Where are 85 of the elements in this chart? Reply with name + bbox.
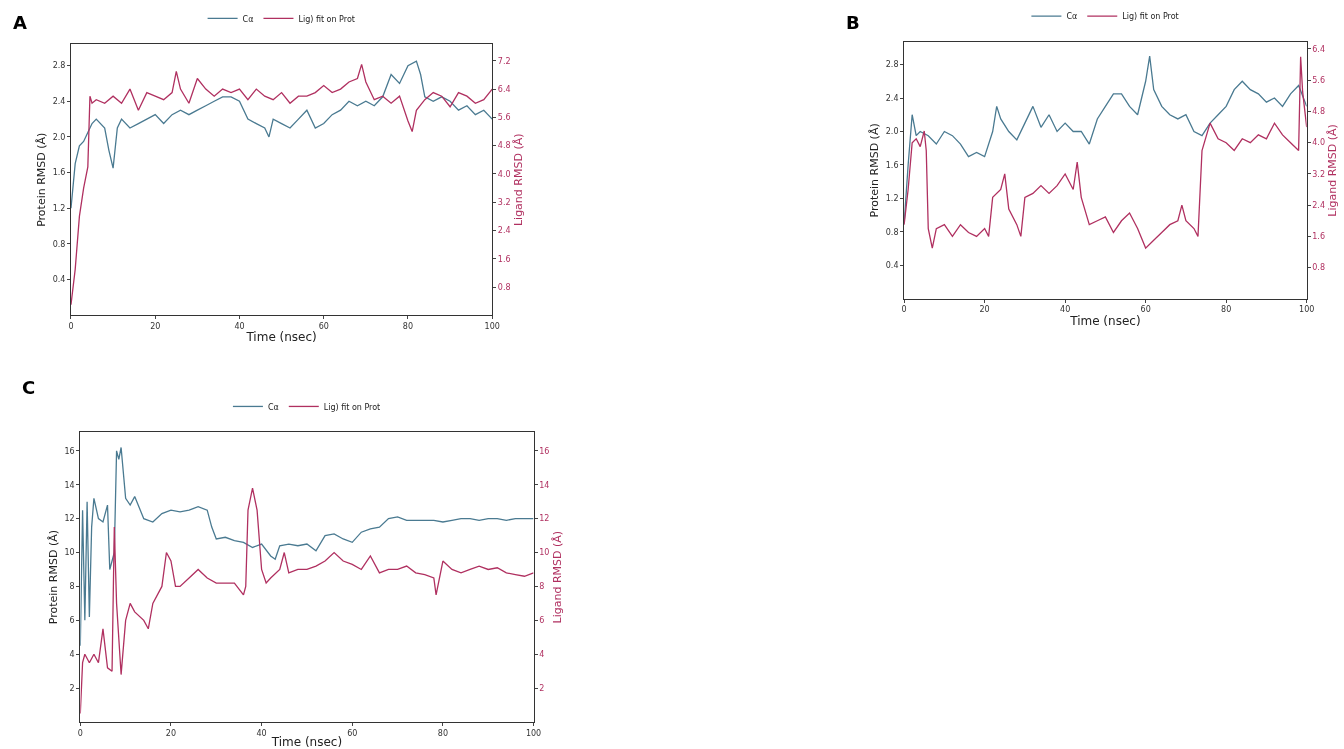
x-tick-label: 100 xyxy=(484,321,500,331)
x-tick-label: 60 xyxy=(1140,305,1151,315)
y-tick-label: 14 xyxy=(64,480,75,490)
y2-tick-label: 0.8 xyxy=(1312,263,1326,273)
text: C xyxy=(22,377,36,398)
y2-tick-label: 3.2 xyxy=(1312,169,1326,179)
text: B xyxy=(846,12,860,33)
y-tick-label: 1.2 xyxy=(52,204,66,214)
legend-label: Lig) fit on Prot xyxy=(1122,12,1179,22)
y-tick-label: 0.4 xyxy=(885,261,899,271)
x-tick-label: 100 xyxy=(1299,305,1315,315)
y2-tick-label: 2 xyxy=(539,683,545,693)
legend-label: Cα xyxy=(242,14,254,24)
y2-tick-label: 4.8 xyxy=(497,141,511,151)
y2-tick-label: 5.6 xyxy=(1312,76,1326,85)
x-tick-label: 40 xyxy=(1060,305,1071,315)
y-tick-label: 12 xyxy=(64,514,75,524)
y-tick-label: 2 xyxy=(69,683,75,693)
x-tick-label: 20 xyxy=(979,305,990,315)
y-tick-label: 1.2 xyxy=(885,194,899,204)
y2-tick-label: 4.0 xyxy=(1312,138,1326,148)
y2-axis-title: Ligand RMSD (Å) xyxy=(511,133,525,227)
y-axis-title: Protein RMSD (Å) xyxy=(35,132,49,227)
y2-tick-label: 4.0 xyxy=(497,169,511,179)
y2-tick-label: 4 xyxy=(539,650,545,660)
y2-tick-label: 14 xyxy=(539,480,550,490)
x-tick-label: 80 xyxy=(437,728,448,738)
y2-tick-label: 10 xyxy=(539,548,550,558)
y2-tick-label: 2.4 xyxy=(1312,200,1326,210)
y2-tick-label: 6 xyxy=(539,616,545,626)
x-tick-label: 40 xyxy=(256,728,267,738)
x-tick-label: 80 xyxy=(1221,305,1232,315)
x-tick-label: 20 xyxy=(150,321,161,331)
x-tick-label: 0 xyxy=(77,728,83,738)
y-tick-label: 2.0 xyxy=(885,127,899,137)
y-tick-label: 0.4 xyxy=(52,275,66,285)
y-tick-label: 6 xyxy=(69,616,75,626)
y-tick-label: 2.4 xyxy=(52,97,66,107)
y2-tick-label: 5.6 xyxy=(497,113,511,123)
y2-tick-label: 3.2 xyxy=(497,198,511,208)
x-axis-title: Time (nsec) xyxy=(1069,314,1141,329)
x-tick-label: 40 xyxy=(234,321,245,331)
legend-label: Lig) fit on Prot xyxy=(323,402,381,412)
y-axis-title: Protein RMSD (Å) xyxy=(868,123,882,218)
x-tick-label: 0 xyxy=(68,321,74,331)
line-series xyxy=(70,63,493,306)
y-tick-label: 2.8 xyxy=(885,60,899,70)
y2-tick-label: 1.6 xyxy=(497,254,511,264)
x-tick-label: 100 xyxy=(525,728,542,738)
y2-tick-label: 8 xyxy=(539,582,545,592)
y2-tick-label: 2.4 xyxy=(497,226,511,236)
y2-axis-title: Ligand RMSD (Å) xyxy=(550,530,564,624)
y-tick-label: 1.6 xyxy=(52,168,66,178)
line-series xyxy=(70,60,493,209)
x-tick-label: 80 xyxy=(402,321,414,331)
y2-tick-label: 12 xyxy=(539,514,550,524)
y2-axis-title: Ligand RMSD (Å) xyxy=(1326,124,1340,217)
x-tick-label: 60 xyxy=(318,321,329,331)
y2-tick-label: 0.8 xyxy=(497,282,511,292)
y-tick-label: 2.0 xyxy=(52,132,66,142)
y-tick-label: 16 xyxy=(64,446,75,456)
x-tick-label: 0 xyxy=(901,305,907,315)
y2-tick-label: 6.4 xyxy=(1312,44,1326,54)
x-axis-title: Time (nsec) xyxy=(270,735,343,749)
y2-tick-label: 16 xyxy=(539,446,550,456)
y-tick-label: 10 xyxy=(64,548,75,558)
x-axis-title: Time (nsec) xyxy=(245,329,317,344)
y-tick-label: 1.6 xyxy=(885,160,899,170)
y-tick-label: 4 xyxy=(69,650,75,660)
y-tick-label: 0.8 xyxy=(52,239,66,249)
text: A xyxy=(13,12,27,33)
y2-tick-label: 7.2 xyxy=(497,56,511,66)
y2-tick-label: 4.8 xyxy=(1312,107,1326,117)
y-tick-label: 2.8 xyxy=(52,61,66,71)
legend-label: Cα xyxy=(1066,12,1078,22)
y-axis-title: Protein RMSD (Å) xyxy=(47,529,61,625)
legend-label: Cα xyxy=(267,402,279,412)
y-tick-label: 8 xyxy=(69,582,75,592)
legend-label: Lig) fit on Prot xyxy=(298,14,355,24)
x-tick-label: 20 xyxy=(165,728,177,738)
y2-tick-label: 6.4 xyxy=(497,84,511,94)
y-tick-label: 2.4 xyxy=(885,93,899,103)
y-tick-label: 0.8 xyxy=(885,227,899,237)
x-tick-label: 60 xyxy=(347,728,358,738)
y2-tick-label: 1.6 xyxy=(1312,232,1326,242)
